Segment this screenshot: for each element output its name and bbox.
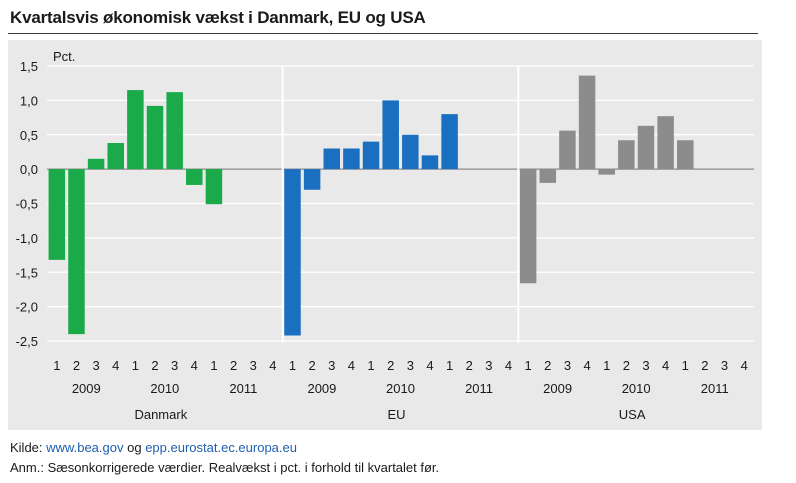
year-label: 2011 bbox=[229, 381, 257, 396]
quarter-label: 4 bbox=[741, 358, 748, 373]
bar-usa bbox=[657, 116, 674, 170]
quarter-label: 4 bbox=[269, 358, 276, 373]
quarter-label: 2 bbox=[701, 358, 708, 373]
bar-eu bbox=[303, 169, 321, 190]
panel-label: EU bbox=[387, 407, 405, 422]
quarter-label: 1 bbox=[132, 358, 139, 373]
year-label: 2009 bbox=[543, 381, 572, 396]
bar-eu bbox=[323, 148, 341, 170]
panel-label: USA bbox=[619, 407, 646, 422]
quarter-label: 3 bbox=[642, 358, 649, 373]
footnote: Anm.: Sæsonkorrigerede værdier. Realvæks… bbox=[10, 460, 440, 475]
quarter-label: 2 bbox=[151, 358, 158, 373]
quarter-label: 3 bbox=[250, 358, 257, 373]
y-tick-label: 1,0 bbox=[20, 93, 38, 108]
quarter-label: 2 bbox=[309, 358, 316, 373]
quarter-label: 4 bbox=[191, 358, 198, 373]
source-link-bea[interactable]: www.bea.gov bbox=[46, 440, 124, 455]
quarter-label: 3 bbox=[721, 358, 728, 373]
source-link-eurostat[interactable]: epp.eurostat.ec.europa.eu bbox=[145, 440, 297, 455]
y-tick-label: -2,0 bbox=[16, 300, 38, 315]
quarter-label: 2 bbox=[466, 358, 473, 373]
y-tick-label: 0,0 bbox=[20, 162, 38, 177]
quarter-label: 3 bbox=[171, 358, 178, 373]
bar-danmark bbox=[87, 158, 105, 170]
year-label: 2011 bbox=[465, 381, 493, 396]
y-tick-label: -1,5 bbox=[16, 265, 38, 280]
bar-danmark bbox=[186, 169, 203, 185]
y-tick-label: -0,5 bbox=[16, 197, 38, 212]
quarter-label: 1 bbox=[53, 358, 60, 373]
bar-usa bbox=[539, 169, 557, 183]
quarter-label: 3 bbox=[92, 358, 99, 373]
bar-eu bbox=[402, 134, 419, 170]
grid-lines bbox=[47, 65, 754, 343]
quarter-label: 1 bbox=[682, 358, 689, 373]
bar-usa bbox=[677, 140, 694, 170]
bar-danmark bbox=[107, 143, 124, 170]
quarter-label: 4 bbox=[348, 358, 355, 373]
quarter-label: 3 bbox=[485, 358, 492, 373]
y-tick-label: -1,0 bbox=[16, 231, 38, 246]
bar-usa bbox=[559, 130, 576, 170]
bar-danmark bbox=[127, 90, 144, 170]
bars bbox=[48, 75, 694, 336]
quarter-label: 1 bbox=[525, 358, 532, 373]
bar-usa bbox=[598, 169, 615, 175]
bar-eu bbox=[343, 148, 360, 170]
y-axis-unit-label: Pct. bbox=[53, 49, 75, 64]
quarter-label: 1 bbox=[210, 358, 217, 373]
quarter-label: 1 bbox=[603, 358, 610, 373]
bar-usa bbox=[578, 75, 596, 170]
bar-danmark bbox=[68, 169, 85, 335]
year-label: 2010 bbox=[386, 381, 415, 396]
y-tick-labels: 1,5 1,0 0,5 0,0 -0,5 -1,0 -1,5 -2,0 -2,5 bbox=[16, 59, 38, 349]
bar-danmark bbox=[205, 169, 223, 205]
year-label: 2010 bbox=[622, 381, 651, 396]
year-label: 2009 bbox=[307, 381, 336, 396]
quarter-label: 3 bbox=[328, 358, 335, 373]
quarter-label: 4 bbox=[426, 358, 433, 373]
bar-usa bbox=[519, 169, 537, 284]
bar-eu bbox=[421, 155, 439, 170]
year-label: 2009 bbox=[72, 381, 101, 396]
y-tick-label: 1,5 bbox=[20, 59, 38, 74]
quarter-label: 3 bbox=[407, 358, 414, 373]
bar-danmark bbox=[146, 105, 164, 170]
chart-title: Kvartalsvis økonomisk vækst i Danmark, E… bbox=[10, 8, 426, 27]
quarter-label: 1 bbox=[446, 358, 453, 373]
y-tick-label: 0,5 bbox=[20, 128, 38, 143]
y-tick-label: -2,5 bbox=[16, 334, 38, 349]
source-label: Kilde: bbox=[10, 440, 43, 455]
bar-danmark bbox=[48, 169, 66, 260]
bar-eu bbox=[362, 141, 380, 170]
quarter-label: 1 bbox=[367, 358, 374, 373]
quarter-label: 1 bbox=[289, 358, 296, 373]
bar-usa bbox=[618, 140, 635, 170]
source-line: Kilde: www.bea.gov og epp.eurostat.ec.eu… bbox=[10, 440, 297, 455]
quarter-label: 2 bbox=[623, 358, 630, 373]
quarter-label: 4 bbox=[112, 358, 119, 373]
quarter-label: 2 bbox=[230, 358, 237, 373]
bar-eu bbox=[284, 169, 301, 336]
quarter-label: 3 bbox=[564, 358, 571, 373]
bar-usa bbox=[637, 125, 655, 170]
quarter-label: 2 bbox=[73, 358, 80, 373]
quarter-label: 2 bbox=[544, 358, 551, 373]
quarter-label: 4 bbox=[583, 358, 590, 373]
bar-eu bbox=[382, 100, 399, 170]
bar-danmark bbox=[166, 92, 183, 170]
quarter-label: 2 bbox=[387, 358, 394, 373]
bar-eu bbox=[441, 114, 458, 170]
year-label: 2011 bbox=[701, 381, 729, 396]
panel-label: Danmark bbox=[134, 407, 187, 422]
year-label: 2010 bbox=[150, 381, 179, 396]
quarter-label: 4 bbox=[662, 358, 669, 373]
source-joiner: og bbox=[127, 440, 142, 455]
title-rule bbox=[8, 33, 758, 34]
quarter-label: 4 bbox=[505, 358, 512, 373]
